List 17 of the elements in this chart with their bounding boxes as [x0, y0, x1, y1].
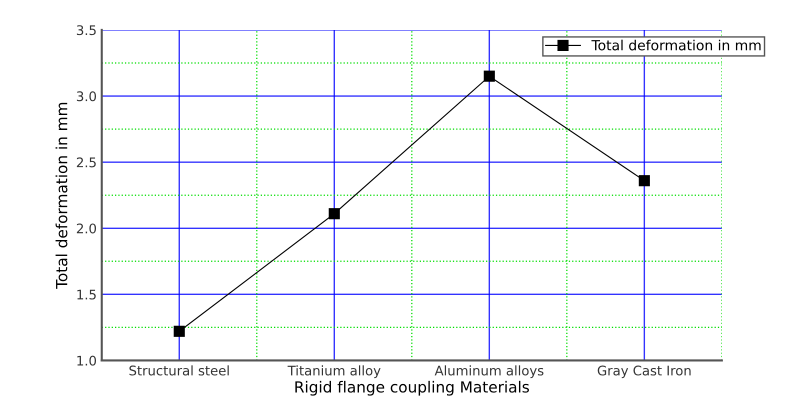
point — [328, 208, 340, 220]
x-tick-label: Aluminum alloys — [434, 365, 544, 378]
y-tick-label: 2.5 — [76, 157, 96, 168]
y-tick-label: 3.0 — [76, 91, 96, 102]
y-tick-label: 3.5 — [76, 25, 96, 36]
point — [638, 175, 650, 186]
x-tick-label: Structural steel — [129, 365, 229, 376]
x-tick-label: Titanium alloy — [288, 365, 381, 378]
y-tick-label: 1.0 — [77, 356, 96, 366]
y-axis-title: Total deformation in mm — [56, 102, 68, 289]
y-tick-label: 2.0 — [76, 223, 96, 234]
point — [174, 326, 185, 337]
legend-label: Total deformation in mm — [591, 40, 761, 50]
x-tick-label: Gray Cast Iron — [598, 366, 691, 378]
point — [484, 70, 495, 82]
x-axis-title: Rigid flange coupling Materials — [295, 380, 529, 396]
y-tick-label: 1.5 — [77, 290, 96, 300]
